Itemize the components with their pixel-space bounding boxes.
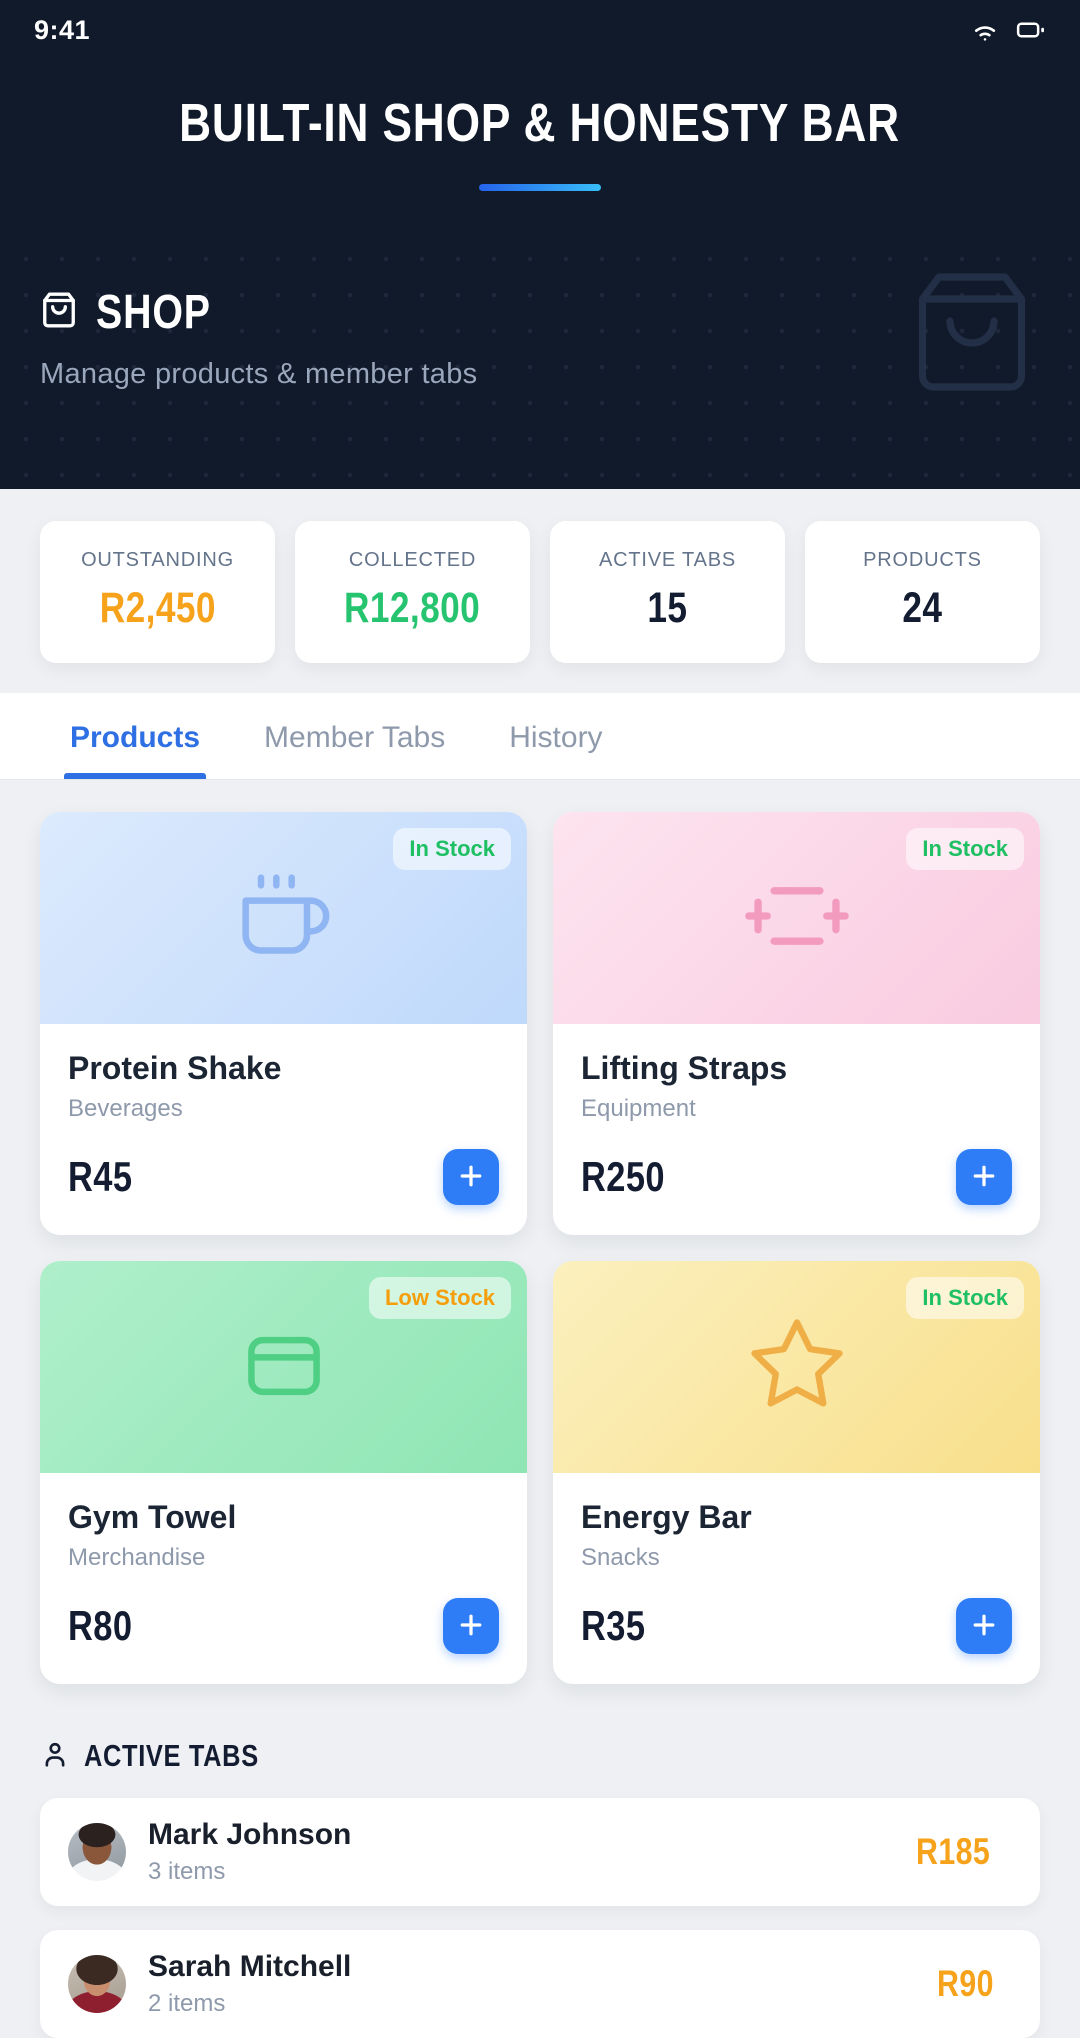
- product-grid: In Stock Protein Shake Beverages R45: [0, 780, 1080, 1694]
- title-underline: [479, 184, 601, 191]
- stat-card-active-tabs: ACTIVE TABS 15: [550, 521, 785, 663]
- stock-badge: In Stock: [393, 828, 511, 870]
- stat-label: ACTIVE TABS: [599, 549, 736, 571]
- product-card-energy-bar[interactable]: In Stock Energy Bar Snacks R35: [553, 1261, 1040, 1684]
- section-title: SHOP: [96, 286, 211, 339]
- member-name: Mark Johnson: [148, 1818, 352, 1851]
- stat-card-collected: COLLECTED R12,800: [295, 521, 530, 663]
- member-amount: R185: [915, 1831, 990, 1872]
- avatar: [68, 1823, 126, 1881]
- member-amount: R90: [936, 1963, 994, 2004]
- product-card-gym-towel[interactable]: Low Stock Gym Towel Merchandise R80: [40, 1261, 527, 1684]
- product-category: Merchandise: [68, 1544, 206, 1571]
- product-name: Energy Bar: [581, 1499, 752, 1535]
- stat-label: COLLECTED: [348, 549, 477, 571]
- product-name: Gym Towel: [68, 1499, 237, 1535]
- product-category: Equipment: [581, 1095, 696, 1122]
- battery-icon: [1014, 15, 1046, 45]
- star-icon: [746, 1314, 848, 1421]
- product-price: R80: [68, 1602, 133, 1649]
- product-category: Beverages: [68, 1095, 183, 1122]
- add-to-tab-button[interactable]: [956, 1598, 1012, 1654]
- shopping-bag-outline-decoration: [906, 261, 1038, 408]
- member-name: Sarah Mitchell: [148, 1950, 352, 1983]
- lifting-straps-icon: [742, 879, 852, 958]
- user-icon: [40, 1739, 70, 1774]
- tab-history[interactable]: History: [509, 721, 603, 754]
- section-subtitle: Manage products & member tabs: [40, 358, 478, 390]
- wifi-icon: [970, 15, 1000, 45]
- member-tab-row-sarah-mitchell[interactable]: Sarah Mitchell 2 items R90: [40, 1930, 1040, 2038]
- product-image: In Stock: [553, 812, 1040, 1024]
- plus-icon: [969, 1161, 999, 1194]
- product-price: R45: [68, 1153, 133, 1200]
- tab-bar: Products Member Tabs History: [0, 693, 1080, 780]
- shopping-bag-icon: [40, 291, 78, 334]
- member-items-count: 2 items: [148, 1990, 226, 2017]
- stat-value: R2,450: [99, 584, 216, 632]
- towel-icon: [238, 1319, 330, 1416]
- stat-value: 15: [647, 584, 688, 632]
- page-title: BUILT-IN SHOP & HONESTY BAR: [179, 93, 901, 153]
- app-header: 9:41 BUILT-IN SHOP & HON: [0, 0, 1080, 489]
- status-bar: 9:41: [0, 0, 1080, 46]
- plus-icon: [456, 1610, 486, 1643]
- stock-badge: Low Stock: [368, 1277, 511, 1319]
- stat-card-outstanding: OUTSTANDING R2,450: [40, 521, 275, 663]
- avatar: [68, 1955, 126, 2013]
- product-card-lifting-straps[interactable]: In Stock Lifting Straps Equipment R250: [553, 812, 1040, 1235]
- product-name: Protein Shake: [68, 1050, 282, 1086]
- product-card-protein-shake[interactable]: In Stock Protein Shake Beverages R45: [40, 812, 527, 1235]
- product-name: Lifting Straps: [581, 1050, 788, 1086]
- product-price: R250: [581, 1153, 665, 1200]
- stats-row: OUTSTANDING R2,450 COLLECTED R12,800 ACT…: [0, 489, 1080, 693]
- stat-card-products: PRODUCTS 24: [805, 521, 1040, 663]
- product-image: In Stock: [40, 812, 527, 1024]
- tab-products[interactable]: Products: [64, 693, 207, 779]
- stock-badge: In Stock: [906, 1277, 1024, 1319]
- add-to-tab-button[interactable]: [443, 1598, 499, 1654]
- add-to-tab-button[interactable]: [443, 1149, 499, 1205]
- coffee-cup-icon: [238, 870, 330, 967]
- member-tab-row-mark-johnson[interactable]: Mark Johnson 3 items R185: [40, 1798, 1040, 1906]
- stat-label: OUTSTANDING: [81, 549, 234, 571]
- stat-value: R12,800: [344, 584, 481, 632]
- active-tabs-section: ACTIVE TABS Mark Johnson 3 items R185 Sa…: [0, 1694, 1080, 2038]
- product-price: R35: [581, 1602, 646, 1649]
- product-category: Snacks: [581, 1544, 660, 1571]
- plus-icon: [456, 1161, 486, 1194]
- shop-hero: SHOP Manage products & member tabs: [0, 233, 1080, 487]
- tab-member-tabs[interactable]: Member Tabs: [264, 721, 446, 754]
- stat-label: PRODUCTS: [863, 549, 982, 571]
- plus-icon: [969, 1610, 999, 1643]
- member-items-count: 3 items: [148, 1858, 226, 1885]
- product-image: Low Stock: [40, 1261, 527, 1473]
- stat-value: 24: [902, 584, 943, 632]
- status-time: 9:41: [34, 14, 91, 45]
- active-tabs-heading: ACTIVE TABS: [84, 1738, 259, 1773]
- stock-badge: In Stock: [906, 828, 1024, 870]
- product-image: In Stock: [553, 1261, 1040, 1473]
- add-to-tab-button[interactable]: [956, 1149, 1012, 1205]
